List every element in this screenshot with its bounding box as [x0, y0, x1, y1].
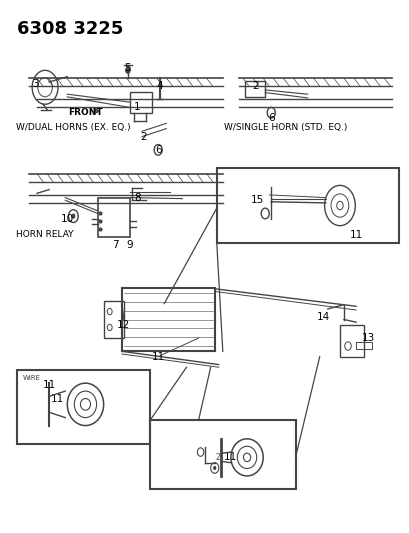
Text: 10: 10 — [61, 214, 74, 224]
Text: 9: 9 — [126, 240, 133, 251]
Text: 1: 1 — [133, 102, 140, 112]
Circle shape — [71, 214, 75, 219]
Text: 8: 8 — [134, 192, 141, 203]
Text: 2: 2 — [251, 81, 258, 91]
Text: 12: 12 — [117, 320, 130, 330]
Text: 2: 2 — [140, 132, 147, 142]
Text: 4: 4 — [157, 81, 163, 91]
Text: 5: 5 — [124, 63, 131, 72]
Text: 11: 11 — [224, 453, 237, 463]
Text: 14: 14 — [317, 312, 330, 322]
Text: 6: 6 — [267, 113, 274, 123]
Text: WIRE: WIRE — [23, 375, 41, 382]
Text: 2: 2 — [215, 453, 220, 462]
Circle shape — [213, 466, 216, 470]
Text: 6: 6 — [155, 145, 161, 155]
Bar — [216, 168, 398, 243]
Bar — [17, 370, 150, 444]
Text: 11: 11 — [151, 352, 164, 361]
Bar — [103, 301, 124, 338]
Text: 7: 7 — [112, 240, 119, 251]
Text: 11: 11 — [348, 230, 362, 240]
Bar — [339, 325, 363, 357]
Bar — [97, 198, 130, 237]
Text: FRONT: FRONT — [68, 108, 103, 117]
Text: W/SINGLE HORN (STD. EQ.): W/SINGLE HORN (STD. EQ.) — [223, 123, 346, 132]
Bar — [150, 420, 295, 489]
Text: 3: 3 — [31, 78, 38, 88]
Circle shape — [125, 67, 130, 74]
Text: 15: 15 — [250, 195, 263, 205]
Bar — [355, 342, 371, 349]
Text: 13: 13 — [361, 333, 374, 343]
Text: 11: 11 — [50, 394, 64, 404]
Bar — [130, 92, 152, 113]
Text: HORN RELAY: HORN RELAY — [16, 230, 73, 239]
Text: 6308 3225: 6308 3225 — [17, 20, 123, 38]
Bar — [245, 81, 265, 97]
Text: 11: 11 — [43, 381, 56, 391]
Text: W/DUAL HORNS (EX. EQ.): W/DUAL HORNS (EX. EQ.) — [16, 123, 130, 132]
